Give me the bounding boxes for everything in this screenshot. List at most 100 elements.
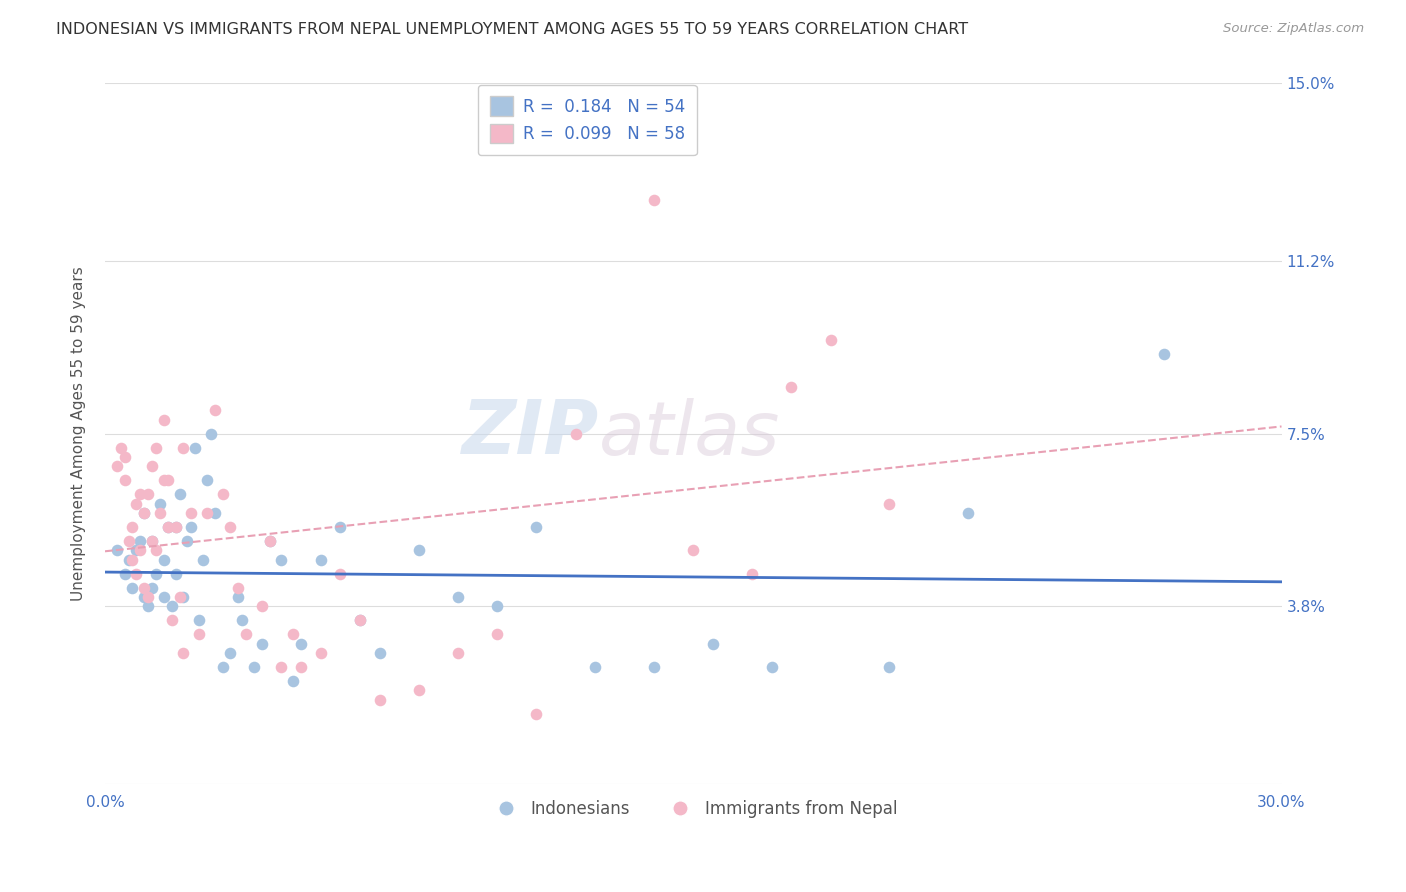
- Point: [583, 660, 606, 674]
- Point: [165, 520, 187, 534]
- Point: [290, 637, 312, 651]
- Point: [243, 660, 266, 674]
- Point: [250, 637, 273, 651]
- Point: [682, 543, 704, 558]
- Point: [195, 473, 218, 487]
- Point: [309, 646, 332, 660]
- Point: [125, 497, 148, 511]
- Point: [129, 543, 152, 558]
- Point: [136, 487, 159, 501]
- Point: [172, 441, 194, 455]
- Point: [211, 660, 233, 674]
- Point: [270, 552, 292, 566]
- Point: [141, 533, 163, 548]
- Point: [309, 552, 332, 566]
- Point: [195, 506, 218, 520]
- Point: [524, 520, 547, 534]
- Point: [250, 599, 273, 614]
- Point: [121, 520, 143, 534]
- Point: [349, 613, 371, 627]
- Point: [125, 543, 148, 558]
- Point: [368, 692, 391, 706]
- Point: [879, 497, 901, 511]
- Point: [1153, 347, 1175, 361]
- Point: [156, 473, 179, 487]
- Point: [149, 506, 172, 520]
- Point: [121, 552, 143, 566]
- Point: [219, 520, 242, 534]
- Point: [134, 590, 156, 604]
- Point: [283, 673, 305, 688]
- Point: [228, 581, 250, 595]
- Point: [165, 520, 187, 534]
- Point: [125, 566, 148, 581]
- Point: [134, 506, 156, 520]
- Point: [447, 590, 470, 604]
- Point: [368, 646, 391, 660]
- Point: [141, 459, 163, 474]
- Point: [211, 487, 233, 501]
- Point: [149, 497, 172, 511]
- Text: INDONESIAN VS IMMIGRANTS FROM NEPAL UNEMPLOYMENT AMONG AGES 55 TO 59 YEARS CORRE: INDONESIAN VS IMMIGRANTS FROM NEPAL UNEM…: [56, 22, 969, 37]
- Point: [184, 441, 207, 455]
- Point: [180, 520, 202, 534]
- Point: [156, 520, 179, 534]
- Point: [603, 132, 626, 146]
- Point: [486, 627, 509, 641]
- Point: [176, 533, 198, 548]
- Point: [114, 566, 136, 581]
- Point: [329, 566, 352, 581]
- Point: [160, 599, 183, 614]
- Point: [117, 533, 139, 548]
- Point: [156, 520, 179, 534]
- Point: [169, 590, 191, 604]
- Point: [643, 660, 665, 674]
- Point: [180, 506, 202, 520]
- Point: [204, 403, 226, 417]
- Y-axis label: Unemployment Among Ages 55 to 59 years: Unemployment Among Ages 55 to 59 years: [72, 266, 86, 601]
- Point: [145, 543, 167, 558]
- Point: [486, 599, 509, 614]
- Point: [564, 426, 586, 441]
- Point: [153, 473, 176, 487]
- Point: [105, 543, 128, 558]
- Point: [643, 193, 665, 207]
- Point: [820, 333, 842, 347]
- Point: [145, 441, 167, 455]
- Point: [188, 613, 211, 627]
- Point: [110, 441, 132, 455]
- Point: [447, 646, 470, 660]
- Point: [270, 660, 292, 674]
- Point: [956, 506, 979, 520]
- Point: [290, 660, 312, 674]
- Text: Source: ZipAtlas.com: Source: ZipAtlas.com: [1223, 22, 1364, 36]
- Point: [129, 487, 152, 501]
- Point: [117, 552, 139, 566]
- Point: [219, 646, 242, 660]
- Point: [780, 380, 803, 394]
- Point: [329, 520, 352, 534]
- Point: [141, 581, 163, 595]
- Point: [283, 627, 305, 641]
- Point: [169, 487, 191, 501]
- Point: [114, 473, 136, 487]
- Point: [524, 706, 547, 721]
- Point: [188, 627, 211, 641]
- Point: [761, 660, 783, 674]
- Point: [153, 590, 176, 604]
- Point: [105, 459, 128, 474]
- Point: [136, 599, 159, 614]
- Point: [204, 506, 226, 520]
- Point: [408, 543, 430, 558]
- Point: [408, 683, 430, 698]
- Point: [141, 533, 163, 548]
- Point: [134, 581, 156, 595]
- Point: [145, 566, 167, 581]
- Text: ZIP: ZIP: [463, 397, 599, 470]
- Point: [191, 552, 214, 566]
- Point: [879, 660, 901, 674]
- Point: [172, 646, 194, 660]
- Text: atlas: atlas: [599, 398, 780, 469]
- Point: [228, 590, 250, 604]
- Point: [259, 533, 281, 548]
